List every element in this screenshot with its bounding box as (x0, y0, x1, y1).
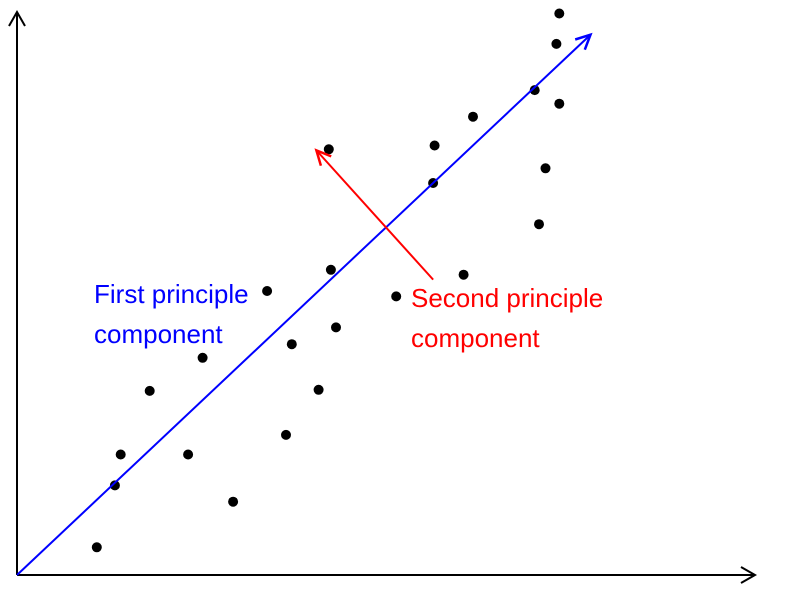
second-component-label: Second principle component (411, 278, 603, 358)
data-point (183, 449, 194, 460)
x-axis-arrowhead (740, 566, 758, 584)
data-point (228, 496, 239, 507)
data-point (281, 429, 291, 440)
data-points (91, 8, 565, 553)
data-point (391, 291, 402, 302)
data-point (115, 449, 126, 460)
component-vectors (16, 32, 593, 576)
data-point (262, 286, 273, 296)
data-point (468, 111, 478, 122)
data-point (529, 85, 540, 96)
data-point (197, 352, 208, 363)
axes (8, 9, 758, 584)
data-point (554, 98, 565, 109)
data-point (551, 38, 562, 49)
data-point (554, 8, 565, 19)
second-component-label-line2: component (411, 323, 540, 353)
first-component-vector (16, 33, 592, 576)
first-component-label: First principle component (94, 274, 249, 354)
y-axis-arrowhead (8, 9, 26, 27)
first-component-label-line2: component (94, 319, 223, 349)
data-point (323, 144, 334, 155)
data-point (458, 269, 469, 280)
data-point (331, 322, 341, 333)
data-point (109, 480, 120, 491)
data-point (534, 219, 544, 230)
data-point (91, 542, 102, 553)
first-component-label-line1: First principle (94, 279, 249, 309)
data-point (286, 339, 297, 350)
data-point (429, 140, 440, 151)
first-component-vector-arrowhead (574, 32, 593, 51)
data-point (325, 264, 336, 275)
second-component-label-line1: Second principle (411, 283, 604, 313)
second-component-vector-arrowhead (314, 148, 332, 167)
data-point (540, 163, 551, 174)
data-point (144, 385, 155, 396)
data-point (313, 384, 324, 395)
second-component-vector (315, 149, 434, 281)
